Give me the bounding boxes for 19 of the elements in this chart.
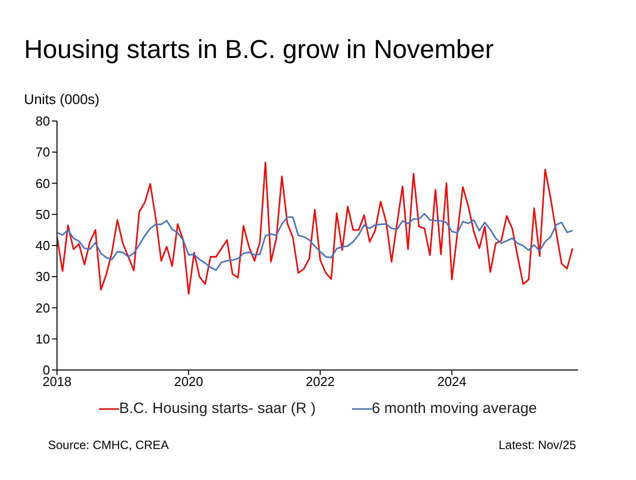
legend-label: 6 month moving average <box>372 400 537 417</box>
y-tick-label: 40 <box>36 238 50 254</box>
y-tick-label: 70 <box>36 144 50 160</box>
chart-title: Housing starts in B.C. grow in November <box>24 34 494 65</box>
legend-label: B.C. Housing starts- saar (R ) <box>119 400 316 417</box>
text: Latest: Nov/25 <box>498 438 576 452</box>
x-tick-label: 2022 <box>306 374 335 390</box>
line-series <box>57 213 574 271</box>
y-axis-title: Units (000s) <box>24 91 100 107</box>
y-tick-label: 30 <box>36 269 50 284</box>
y-tick-label: 60 <box>36 176 50 191</box>
x-tick-label: 2024 <box>437 374 466 390</box>
source-note: Source: CMHC, CREA <box>48 438 169 452</box>
line-series <box>57 162 574 294</box>
y-tick-label: 10 <box>36 331 50 346</box>
y-tick-label: 20 <box>36 300 50 316</box>
y-tick-label: 80 <box>36 114 50 129</box>
x-tick-label: 2020 <box>174 374 204 390</box>
y-tick-label: 50 <box>36 206 50 222</box>
